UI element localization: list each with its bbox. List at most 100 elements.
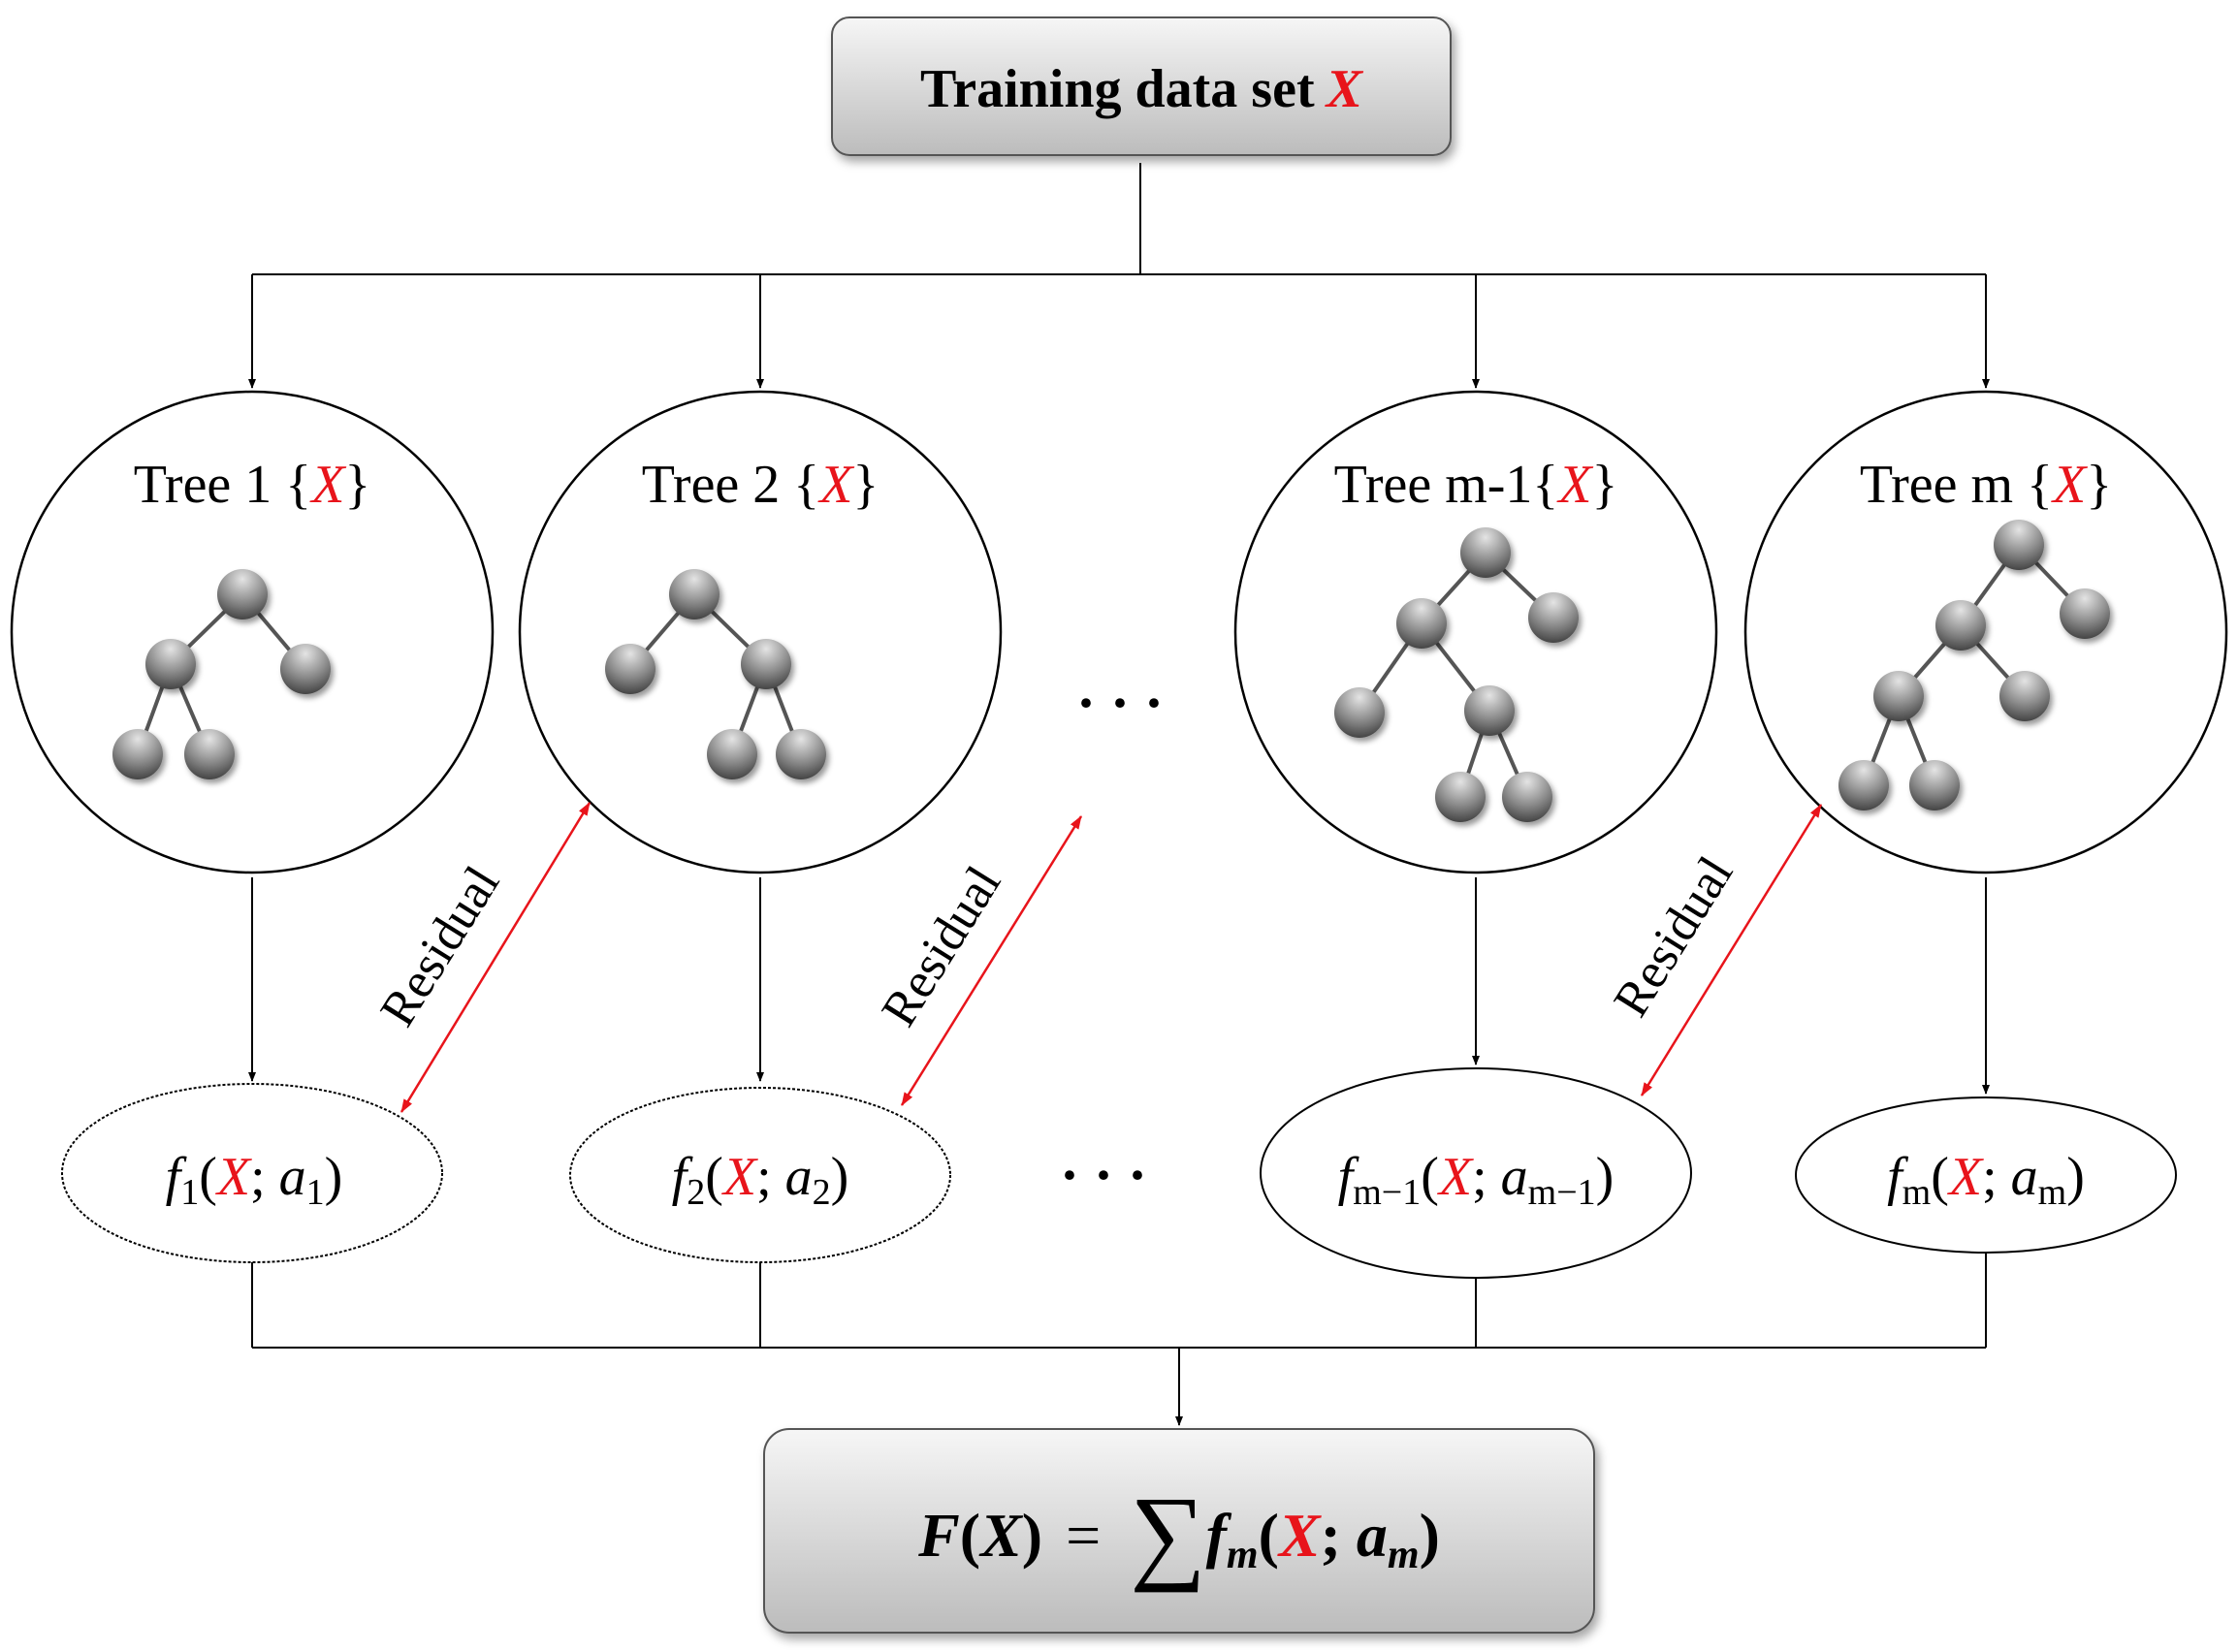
tree-node-icon <box>1528 592 1579 643</box>
svg-text:fm(X; am): fm(X; am) <box>1887 1147 2085 1213</box>
output-fm-1-asub: m−1 <box>1528 1172 1596 1213</box>
tree-2: Tree 2 {X} <box>518 390 1003 874</box>
output-fm-1-fsub: m−1 <box>1353 1172 1421 1213</box>
tree-node-icon <box>1994 520 2044 570</box>
set-open-brace: { <box>793 455 819 515</box>
tree-node-icon <box>605 644 655 694</box>
tree-node-icon <box>2060 588 2110 639</box>
svg-text:f2(X; a2): f2(X; a2) <box>672 1147 849 1213</box>
tree-m-1-var: X <box>1556 455 1594 515</box>
input-box-var: X <box>1325 59 1364 119</box>
residual-label-1: Residual <box>370 857 511 1036</box>
tree-node-icon <box>1838 760 1889 810</box>
svg-text:Tree m-1{X}: Tree m-1{X} <box>1334 455 1618 515</box>
output-box: F(X) = ∑fm(X; am) <box>763 1428 1595 1634</box>
output-fm-asub: m <box>2038 1172 2067 1213</box>
tree-1-var: X <box>309 455 347 515</box>
output-fm-fsub: m <box>1902 1172 1932 1213</box>
tree-node-icon <box>145 639 196 689</box>
tree-m-1: Tree m-1{X} <box>1233 390 1718 874</box>
connectors <box>248 163 1990 1426</box>
output-f1-fsub: 1 <box>180 1172 199 1213</box>
output-f2-fsub: 2 <box>687 1172 705 1213</box>
sum-icon: ∑ <box>1130 1475 1205 1593</box>
output-f1-asub: 1 <box>306 1172 325 1213</box>
output-f2-var: X <box>721 1147 759 1207</box>
output-fm-a: a <box>2011 1147 2038 1207</box>
tree-1-title: Tree 1 <box>134 455 286 515</box>
svg-text:Tree m {X}: Tree m {X} <box>1860 455 2112 515</box>
output-fm: fm(X; am) <box>1795 1096 2177 1254</box>
input-box-label: Training data set <box>920 59 1315 119</box>
output-f1: f1(X; a1) <box>61 1083 443 1263</box>
residual-3: Residual <box>1604 804 1823 1096</box>
ellipsis-trees: · · · <box>1076 671 1164 735</box>
residual-arrow-3 <box>1640 804 1823 1096</box>
residual-2: Residual <box>872 815 1083 1106</box>
tree-2-nodes <box>605 569 826 779</box>
tree-m: Tree m {X} <box>1743 390 2228 874</box>
output-box-asub: m <box>1388 1533 1420 1577</box>
tree-node-icon <box>1502 772 1552 822</box>
tree-m-var: X <box>2051 455 2089 515</box>
set-close-brace: } <box>1592 455 1618 515</box>
tree-node-icon <box>1935 600 1986 651</box>
residual-label-3: Residual <box>1604 847 1744 1027</box>
tree-node-icon <box>776 729 826 779</box>
output-fm-1-a: a <box>1501 1147 1528 1207</box>
output-box-lhs: F <box>917 1501 960 1570</box>
tree-m-1-nodes <box>1334 527 1579 822</box>
tree-node-icon <box>1396 598 1447 649</box>
tree-node-icon <box>1873 671 1924 721</box>
output-box-a: a <box>1357 1501 1388 1570</box>
tree-node-icon <box>707 729 757 779</box>
residual-arrow-2 <box>900 815 1083 1106</box>
output-f1-a: a <box>279 1147 306 1207</box>
residual-arrow-1 <box>400 802 591 1113</box>
output-f1-var: X <box>215 1147 253 1207</box>
tree-m-1-title: Tree m-1 <box>1334 455 1533 515</box>
tree-m-title: Tree m <box>1860 455 2027 515</box>
output-fm-var: X <box>1947 1147 1985 1207</box>
tree-node-icon <box>184 729 235 779</box>
output-box-var: X <box>1277 1501 1322 1570</box>
set-close-brace: } <box>2086 455 2112 515</box>
tree-node-icon <box>1909 760 1960 810</box>
output-box-eq: = <box>1066 1501 1101 1570</box>
output-box-fsub: m <box>1227 1533 1259 1577</box>
svg-text:Tree 2 {X}: Tree 2 {X} <box>642 455 879 515</box>
input-box: Training data set X <box>831 16 1452 156</box>
tree-m-nodes <box>1838 520 2110 810</box>
ellipsis-outputs: · · · <box>1060 1143 1147 1207</box>
tree-node-icon <box>217 569 268 620</box>
set-close-brace: } <box>852 455 879 515</box>
tree-node-icon <box>669 569 719 620</box>
svg-text:Tree 1 {X}: Tree 1 {X} <box>134 455 371 515</box>
set-open-brace: { <box>2027 455 2053 515</box>
set-close-brace: } <box>344 455 370 515</box>
tree-node-icon <box>1999 671 2050 721</box>
output-f2-a: a <box>785 1147 813 1207</box>
tree-1-nodes <box>112 569 331 779</box>
set-open-brace: { <box>1532 455 1558 515</box>
tree-node-icon <box>1435 772 1486 822</box>
tree-node-icon <box>1460 527 1511 578</box>
svg-text:f1(X; a1): f1(X; a1) <box>166 1147 343 1213</box>
output-fm-1: fm−1(X; am−1) <box>1260 1067 1692 1279</box>
output-f2-asub: 2 <box>813 1172 831 1213</box>
tree-2-title: Tree 2 <box>642 455 794 515</box>
tree-node-icon <box>1334 687 1385 738</box>
tree-node-icon <box>1464 685 1515 736</box>
tree-node-icon <box>112 729 163 779</box>
tree-node-icon <box>280 644 331 694</box>
tree-1: Tree 1 {X} <box>10 390 495 874</box>
svg-text:F(X)=∑fm(X; am): F(X) = ∑fm(X; am) <box>917 1475 1440 1593</box>
set-open-brace: { <box>285 455 311 515</box>
residual-label-2: Residual <box>872 857 1012 1036</box>
output-f2: f2(X; a2) <box>569 1087 951 1263</box>
tree-2-var: X <box>817 455 855 515</box>
residual-1: Residual <box>370 802 591 1113</box>
tree-node-icon <box>741 639 791 689</box>
